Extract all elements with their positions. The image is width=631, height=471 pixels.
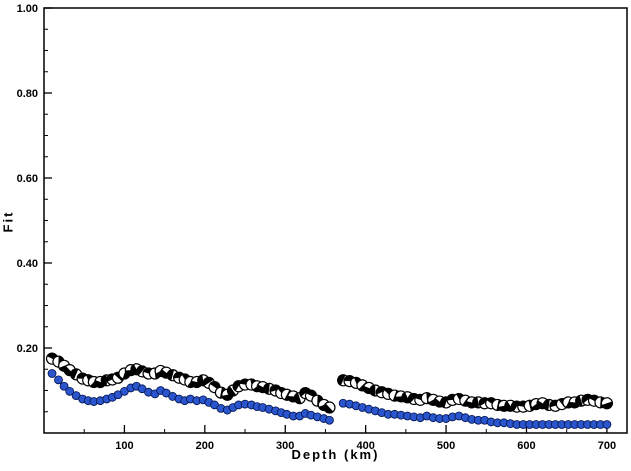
x-tick-label: 200 — [196, 440, 214, 452]
y-tick-label: 0.20 — [17, 343, 38, 355]
y-tick-label: 0.60 — [17, 173, 38, 185]
y-tick-label: 0.40 — [17, 258, 38, 270]
blue-circle-marker — [59, 381, 69, 391]
y-tick-label: 1.00 — [17, 3, 38, 15]
beachball-marker — [600, 397, 613, 410]
beachball-marker — [323, 401, 336, 414]
x-axis-label: Depth (km) — [291, 447, 380, 462]
blue-circle-marker — [47, 369, 57, 378]
x-tick-label: 100 — [115, 440, 133, 452]
blue-circle-marker — [65, 386, 75, 396]
x-tick-label: 600 — [517, 440, 535, 452]
blue-circle-marker — [325, 415, 334, 425]
blue-circle-marker — [602, 420, 612, 429]
x-tick-label: 400 — [356, 440, 374, 452]
x-tick-label: 500 — [437, 440, 455, 452]
blue-circle-marker — [54, 375, 63, 385]
y-tick-label: 0.80 — [17, 88, 38, 100]
y-axis-label: Fit — [0, 210, 16, 233]
x-tick-label: 700 — [598, 440, 616, 452]
x-tick-label: 300 — [276, 440, 294, 452]
